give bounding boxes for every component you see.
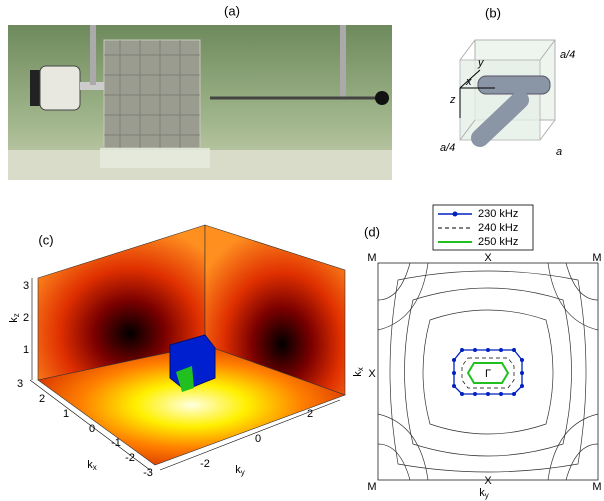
dimension: a/4 — [560, 49, 575, 61]
point-label: M — [592, 481, 601, 493]
photo — [8, 25, 392, 180]
tick-label: 2 — [307, 408, 313, 420]
unit-cell — [459, 39, 556, 147]
tick-label: -2 — [125, 452, 135, 464]
legend — [432, 204, 534, 251]
tick-label: 1 — [23, 344, 29, 356]
dimension: a/4 — [440, 142, 455, 154]
axis-label: ky — [479, 487, 489, 500]
surface-plot — [29, 224, 346, 471]
point-label: M — [367, 481, 376, 493]
tick-label: 2 — [39, 393, 45, 405]
axis-label: ky — [235, 464, 245, 477]
dimension: a — [556, 146, 562, 158]
tick-label: -3 — [143, 467, 153, 479]
point-label: X — [484, 252, 492, 264]
tick-label: 1 — [63, 408, 69, 420]
contour-plot — [377, 262, 599, 481]
panel-label: (a) — [224, 3, 240, 18]
panel-label: (b) — [485, 5, 501, 20]
tick-label: 3 — [23, 280, 29, 292]
point-label: X — [368, 368, 376, 380]
axis-label: kx — [87, 459, 97, 472]
legend-label: 240 kHz — [478, 222, 518, 234]
panel-label: (d) — [364, 224, 380, 239]
point-label: Γ — [485, 368, 491, 380]
point-label: M — [592, 252, 601, 264]
axis-label: kx — [352, 367, 365, 377]
panel-label: (c) — [38, 232, 53, 247]
tick-label: -2 — [200, 458, 210, 470]
legend-label: 230 kHz — [478, 208, 518, 220]
tick-label: 0 — [255, 433, 261, 445]
axis-name: x — [465, 76, 472, 88]
point-label: X — [484, 475, 492, 487]
tick-label: 3 — [17, 378, 23, 390]
axis-name: y — [477, 57, 485, 69]
tick-label: 0 — [89, 423, 95, 435]
point-label: M — [367, 252, 376, 264]
tick-label: 2 — [23, 312, 29, 324]
legend-label: 250 kHz — [478, 236, 518, 248]
axis-name: z — [449, 94, 456, 106]
axis-label: kz — [8, 313, 21, 323]
tick-label: -1 — [111, 437, 121, 449]
